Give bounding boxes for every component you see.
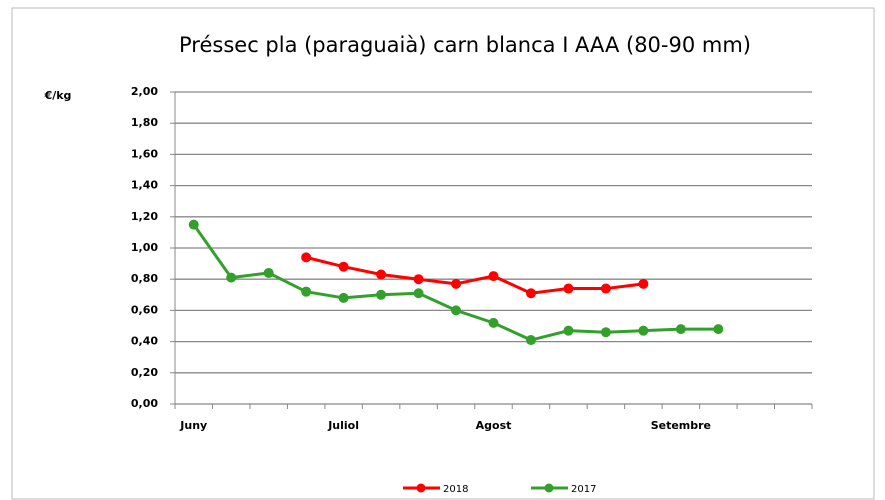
data-point bbox=[488, 317, 499, 328]
y-tick-label: 0,80 bbox=[131, 272, 158, 285]
data-point bbox=[263, 267, 274, 278]
y-tick-label: 2,00 bbox=[131, 85, 158, 98]
data-point bbox=[413, 288, 424, 299]
legend-marker bbox=[544, 483, 554, 493]
chart-frame bbox=[11, 7, 875, 500]
data-point bbox=[413, 274, 424, 285]
y-tick-label: 1,00 bbox=[131, 241, 158, 254]
data-point bbox=[188, 219, 199, 230]
x-tick-label: Agost bbox=[476, 419, 512, 432]
data-point bbox=[563, 325, 574, 336]
x-tick-label: Juny bbox=[179, 419, 207, 432]
data-point bbox=[376, 269, 387, 280]
data-point bbox=[525, 335, 536, 346]
y-tick-label: 1,20 bbox=[131, 210, 158, 223]
data-point bbox=[376, 289, 387, 300]
series-line bbox=[305, 255, 644, 295]
data-point bbox=[713, 324, 724, 335]
data-point bbox=[451, 278, 462, 289]
data-point bbox=[563, 283, 574, 294]
y-tick-label: 1,40 bbox=[131, 179, 158, 192]
data-point bbox=[226, 272, 237, 283]
y-tick-label: 0,60 bbox=[131, 303, 158, 316]
data-point bbox=[451, 305, 462, 316]
data-point bbox=[338, 292, 349, 303]
y-axis-label: €/kg bbox=[44, 89, 72, 102]
data-point bbox=[638, 325, 649, 336]
data-point bbox=[301, 286, 312, 297]
legend-label: 2018 bbox=[443, 484, 468, 495]
data-point bbox=[338, 261, 349, 272]
y-tick-label: 1,60 bbox=[131, 147, 158, 160]
y-tick-label: 0,40 bbox=[131, 335, 158, 348]
chart-title: Préssec pla (paraguaià) carn blanca I AA… bbox=[179, 33, 751, 57]
data-point bbox=[600, 327, 611, 338]
y-tick-label: 0,20 bbox=[131, 366, 158, 379]
y-tick-label: 0,00 bbox=[131, 397, 158, 410]
legend-marker bbox=[416, 483, 426, 493]
data-point bbox=[301, 252, 312, 263]
data-point bbox=[638, 278, 649, 289]
legend-label: 2017 bbox=[571, 484, 596, 495]
data-point bbox=[525, 288, 536, 299]
data-point bbox=[488, 271, 499, 282]
x-tick-label: Juliol bbox=[327, 419, 359, 432]
data-point bbox=[675, 324, 686, 335]
data-point bbox=[600, 283, 611, 294]
x-tick-label: Setembre bbox=[651, 419, 711, 432]
y-tick-label: 1,80 bbox=[131, 116, 158, 129]
